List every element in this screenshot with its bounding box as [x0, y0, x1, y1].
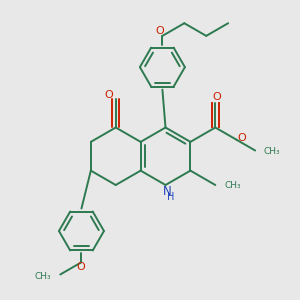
Text: CH₃: CH₃: [35, 272, 52, 280]
Text: O: O: [238, 133, 247, 143]
Text: CH₃: CH₃: [264, 147, 280, 156]
Text: H: H: [167, 192, 175, 202]
Text: CH₃: CH₃: [224, 182, 241, 190]
Text: N: N: [163, 185, 172, 198]
Text: O: O: [104, 90, 113, 100]
Text: O: O: [76, 262, 85, 272]
Text: O: O: [155, 26, 164, 36]
Text: O: O: [212, 92, 221, 102]
